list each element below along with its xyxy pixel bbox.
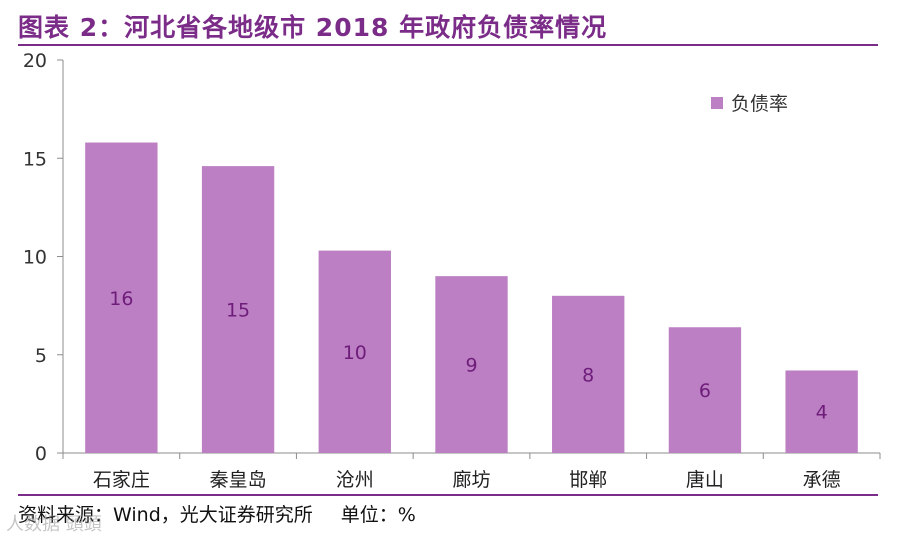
- chart-title: 图表 2：河北省各地级市 2018 年政府负债率情况: [18, 13, 608, 42]
- title-divider: [18, 44, 878, 46]
- legend-swatch: [711, 97, 723, 109]
- unit-text: 单位：%: [340, 504, 416, 526]
- bar-6: [668, 327, 742, 453]
- x-category-label: 唐山: [686, 469, 724, 491]
- source-text: 资料来源：Wind，光大证券研究所: [18, 504, 313, 526]
- bar-5: [552, 295, 625, 453]
- footer-divider: [18, 494, 878, 496]
- bar-data-label: 4: [816, 402, 828, 424]
- bar-data-label: 6: [699, 380, 711, 402]
- bar-7: [785, 370, 858, 453]
- bar-data-label: 10: [343, 342, 367, 364]
- y-tick-label: 20: [23, 50, 47, 72]
- y-tick-label: 0: [35, 443, 47, 465]
- x-category-label: 承德: [803, 469, 841, 491]
- x-category-label: 邯郸: [569, 469, 607, 491]
- bar-2: [201, 166, 275, 454]
- bar-3: [318, 250, 391, 453]
- y-tick-label: 10: [23, 247, 47, 269]
- x-category-label: 秦皇岛: [210, 469, 267, 491]
- bar-data-label: 16: [109, 288, 133, 310]
- legend-label: 负债率: [731, 93, 788, 115]
- bar-data-label: 9: [465, 355, 477, 377]
- x-category-label: 廊坊: [452, 469, 490, 491]
- watermark: 人数据 頭頭: [6, 514, 102, 535]
- x-category-label: 石家庄: [93, 469, 150, 491]
- bar-data-label: 15: [226, 300, 250, 322]
- source-note: 资料来源：Wind，光大证券研究所 单位：%: [18, 500, 416, 527]
- bar-data-label: 8: [582, 364, 594, 386]
- bar-4: [435, 276, 508, 453]
- y-tick-label: 15: [23, 148, 47, 170]
- x-category-label: 沧州: [336, 469, 374, 491]
- y-tick-label: 5: [35, 345, 47, 367]
- bar-1: [85, 142, 158, 453]
